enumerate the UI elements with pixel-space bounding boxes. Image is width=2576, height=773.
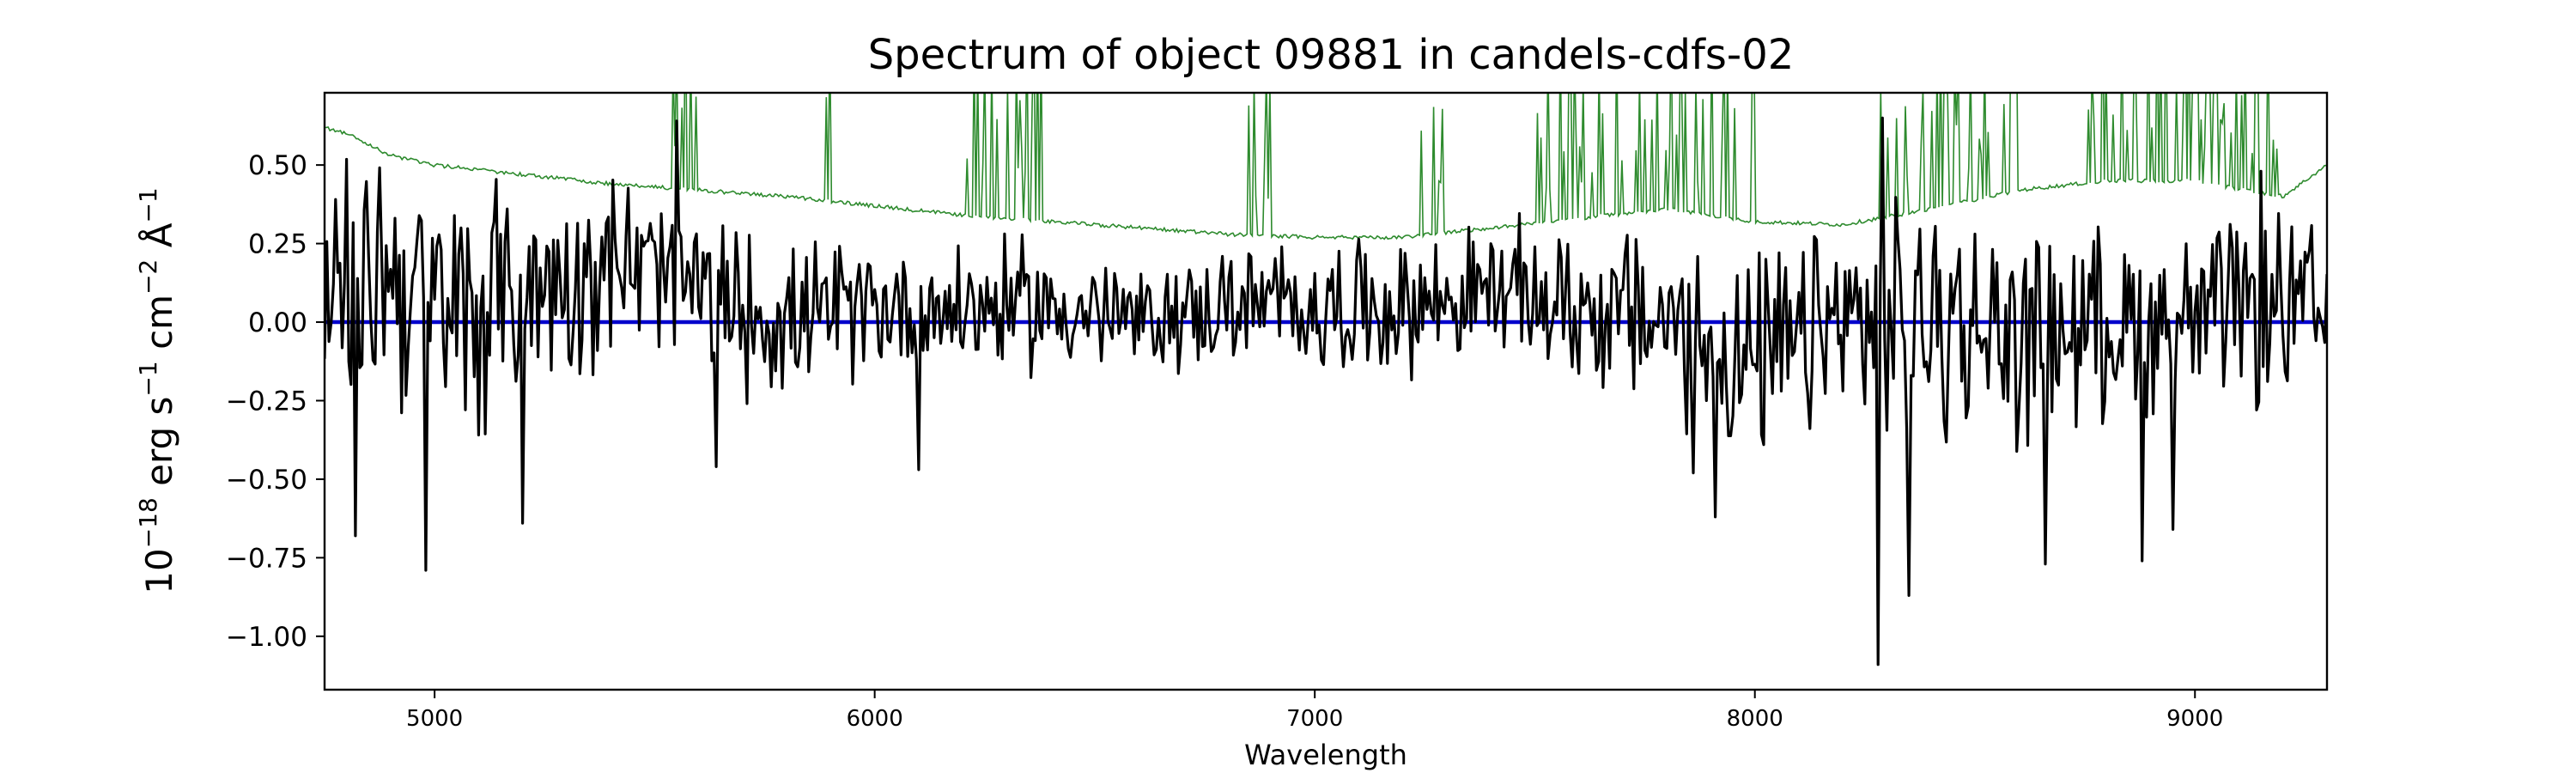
- y-label-base: 10: [138, 548, 180, 593]
- plot-area: [325, 93, 2327, 666]
- x-tick-label: 8000: [1727, 706, 1783, 732]
- y-tick-label: 0.25: [248, 229, 307, 260]
- flux-series: [325, 116, 2327, 666]
- y-label-unit-2: cm: [138, 295, 180, 361]
- y-tick-label: −0.50: [226, 465, 307, 496]
- x-tick-label: 9000: [2166, 706, 2223, 732]
- chart-title: Spectrum of object 09881 in candels-cdfs…: [868, 31, 1795, 79]
- flux-line: [325, 116, 2327, 666]
- y-label-unit-1: erg s: [138, 397, 180, 498]
- y-tick-label: −0.75: [226, 543, 307, 574]
- y-label-unit-1-exp: −1: [134, 361, 162, 396]
- y-axis: 0.50 0.25 0.00 −0.25 −0.50 −0.75 −1.00: [226, 150, 325, 653]
- y-tick-label: 0.00: [248, 307, 307, 338]
- x-tick-label: 7000: [1286, 706, 1343, 732]
- error-line: [325, 93, 2327, 240]
- y-tick-label: 0.50: [248, 150, 307, 181]
- y-tick-label: −0.25: [226, 386, 307, 417]
- y-axis-label: 10−18 erg s−1 cm−2 Å−1: [134, 187, 180, 593]
- x-axis-label: Wavelength: [1244, 739, 1407, 771]
- y-tick-label: −1.00: [226, 622, 307, 653]
- plot-frame: [323, 91, 2329, 691]
- y-label-unit-3: Å: [137, 222, 180, 259]
- y-label-unit-3-exp: −1: [134, 187, 162, 222]
- x-tick-label: 5000: [406, 706, 463, 732]
- error-series: [325, 93, 2327, 240]
- x-axis: 5000 6000 7000 8000 9000: [406, 690, 2223, 732]
- y-label-unit-2-exp: −2: [134, 259, 162, 295]
- x-tick-label: 6000: [847, 706, 903, 732]
- y-label-exp: −18: [134, 497, 162, 548]
